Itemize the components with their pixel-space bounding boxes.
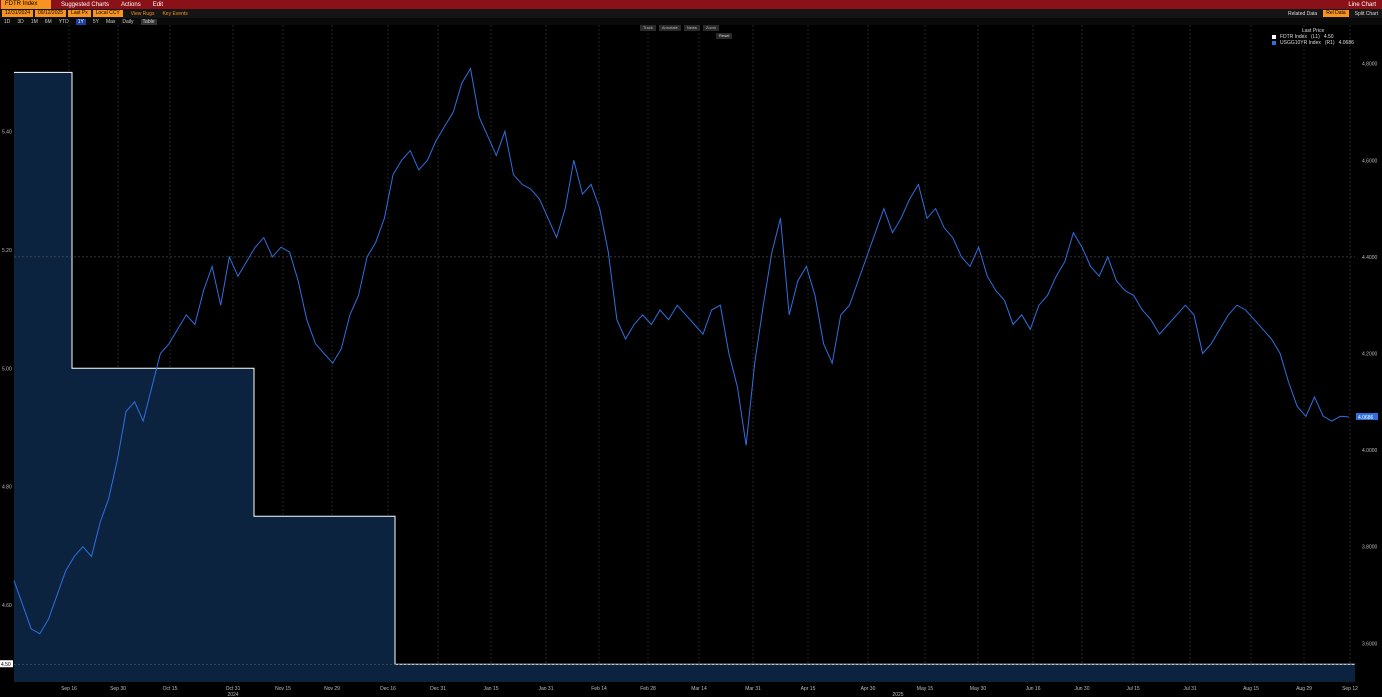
period-bar: 1D 3D 1M 6M YTD 1Y 5Y Max Daily Table (0, 18, 1382, 25)
legend-name: USGG10YR Index (1280, 40, 1321, 46)
x-axis-tick: Jun 30 (1074, 686, 1089, 692)
date-range-bar: 12/31/2024 09/12/2025 Last Px Local CCY … (0, 9, 1382, 18)
usgg10yr-line (13, 67, 1350, 635)
x-axis-tick: Jul 31 (1183, 686, 1197, 692)
chart-tools: Track Annotate News Zoom (640, 25, 720, 31)
news-tool[interactable]: News (683, 25, 700, 31)
period-max[interactable]: Max (105, 18, 116, 25)
view-rugs-toggle[interactable]: View Rugs (130, 10, 155, 17)
fdtr-step-line (14, 71, 1355, 665)
x-axis-tick: Feb 14 (591, 686, 607, 692)
left-last-value-label: 4.50 (1, 662, 11, 668)
frequency-select[interactable]: Daily (122, 18, 134, 25)
line-chart[interactable]: 5.40 5.20 5.00 4.80 4.60 4.8000 4.6000 4.4000 4.… (0, 25, 1382, 697)
end-date-field[interactable]: 09/12/2025 (35, 10, 67, 17)
period-3d[interactable]: 3D (17, 18, 24, 25)
left-axis-tick: 5.20 (2, 248, 12, 254)
x-axis-tick: Dec 31 (430, 686, 446, 692)
left-axis-tick: 5.00 (2, 366, 12, 372)
right-last-value-box (1356, 412, 1378, 420)
x-axis-tick: Dec 16 (380, 686, 396, 692)
related-data-label: Related Data (1288, 10, 1318, 17)
x-axis-tick: Feb 28 (640, 686, 656, 692)
edit-menu[interactable]: Edit (152, 1, 164, 8)
x-axis-tick: Mar 14 (691, 686, 707, 692)
legend-header: Last Price (1302, 28, 1325, 34)
right-axis-tick: 4.2000 (1362, 352, 1378, 358)
track-tool[interactable]: Track (640, 25, 656, 31)
right-last-value-label: 4.0686 (1358, 415, 1374, 421)
currency-field[interactable]: Local CCY (92, 10, 123, 17)
right-axis-tick: 4.8000 (1362, 62, 1378, 68)
right-axis-tick: 4.4000 (1362, 255, 1378, 261)
legend-item[interactable]: USGG10YR Index (R1) 4.0686 (1272, 40, 1354, 46)
actions-menu[interactable]: Actions (121, 1, 141, 8)
period-1y[interactable]: 1Y (75, 18, 86, 25)
period-ytd[interactable]: YTD (58, 18, 69, 25)
x-axis-tick: Sep 12 (1342, 686, 1358, 692)
top-menu-bar: FDTR Index Suggested Charts Actions Edit… (0, 0, 1382, 9)
x-axis-tick: Nov 15 (275, 686, 291, 692)
annotate-tool[interactable]: Annotate (658, 25, 681, 31)
right-axis-tick: 3.8000 (1362, 545, 1378, 551)
period-1m[interactable]: 1M (30, 18, 38, 25)
related-data-group: Related Data Rel Data Split Chart (1288, 10, 1378, 17)
x-axis-tick: Aug 15 (1243, 686, 1259, 692)
left-last-value-box (0, 660, 13, 668)
x-axis-tick: Jan 31 (538, 686, 553, 692)
legend-axis: (R1) (1324, 40, 1335, 46)
x-axis-tick: May 15 (917, 686, 934, 692)
legend-value: 4.50 (1323, 34, 1334, 40)
right-axis-tick: 4.6000 (1362, 158, 1378, 164)
chart-legend: Last Price FDTR Index (L1) 4.50 USGG10YR… (1272, 28, 1354, 46)
x-axis-tick: Apr 15 (801, 686, 816, 692)
legend-swatch-fdtr (1272, 35, 1276, 39)
x-axis-tick: May 30 (970, 686, 987, 692)
left-axis-tick: 5.40 (2, 130, 12, 136)
period-6m[interactable]: 6M (44, 18, 52, 25)
period-5y[interactable]: 5Y (92, 18, 99, 25)
start-date-field[interactable]: 12/31/2024 (2, 10, 34, 17)
split-chart-button[interactable]: Split Chart (1354, 10, 1378, 17)
x-axis-tick: Jun 16 (1025, 686, 1040, 692)
right-axis-tick: 4.0000 (1362, 448, 1378, 454)
x-axis-tick: Jul 15 (1126, 686, 1140, 692)
table-button[interactable]: Table (140, 18, 157, 25)
price-field[interactable]: Last Px (68, 10, 91, 17)
legend-value: 4.0686 (1338, 40, 1354, 46)
x-axis-tick: Oct 31 (226, 686, 241, 692)
x-axis-tick: Sep 16 (61, 686, 77, 692)
x-axis-tick: Jan 15 (483, 686, 498, 692)
security-ticker-field[interactable]: FDTR Index (1, 0, 51, 9)
legend-axis: (L1) (1310, 34, 1320, 40)
related-data-field[interactable]: Rel Data (1323, 10, 1349, 17)
top-menu: Suggested Charts Actions Edit (61, 2, 163, 8)
reset-button[interactable]: Reset (716, 33, 733, 39)
fdtr-area (14, 72, 1355, 683)
x-axis-tick: Aug 29 (1296, 686, 1312, 692)
x-axis-year: 2025 (892, 692, 903, 697)
legend-swatch-usgg10yr (1272, 41, 1276, 45)
page-title: Line Chart (1348, 1, 1376, 8)
x-axis-tick: Sep 30 (110, 686, 126, 692)
x-axis-tick: Mar 31 (745, 686, 761, 692)
key-events-toggle[interactable]: Key Events (162, 10, 188, 17)
x-axis-year: 2024 (227, 692, 238, 697)
left-axis-tick: 4.60 (2, 603, 12, 609)
right-axis-tick: 3.6000 (1362, 641, 1378, 647)
x-axis-tick: Nov 29 (324, 686, 340, 692)
x-axis-tick: Apr 30 (861, 686, 876, 692)
suggested-charts-menu[interactable]: Suggested Charts (61, 1, 110, 8)
x-axis-tick: Oct 15 (163, 686, 178, 692)
left-axis-tick: 4.80 (2, 485, 12, 491)
zoom-tool[interactable]: Zoom (702, 25, 720, 31)
legend-name: FDTR Index (1280, 34, 1307, 40)
legend-item[interactable]: FDTR Index (L1) 4.50 (1272, 34, 1354, 40)
period-1d[interactable]: 1D (4, 18, 11, 25)
